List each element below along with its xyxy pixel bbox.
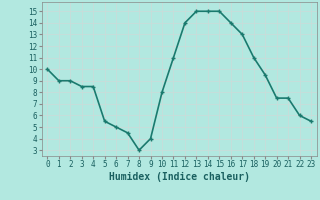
X-axis label: Humidex (Indice chaleur): Humidex (Indice chaleur) xyxy=(109,172,250,182)
